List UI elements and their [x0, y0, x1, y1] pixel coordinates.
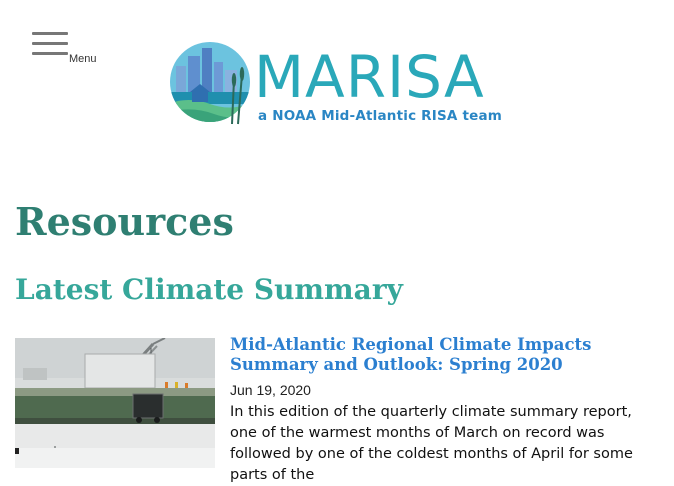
- summary-thumbnail[interactable]: [15, 338, 215, 468]
- hamburger-icon[interactable]: [32, 30, 68, 58]
- summary-date: Jun 19, 2020: [230, 382, 311, 398]
- menu-button[interactable]: Menu: [32, 30, 102, 70]
- summary-excerpt: In this edition of the quarterly climate…: [230, 404, 633, 483]
- logo-tagline: a NOAA Mid-Atlantic RISA team: [258, 108, 503, 124]
- bridge-photo: [15, 338, 215, 468]
- logo-emblem: [170, 42, 250, 125]
- logo-wordmark: MARISA: [254, 43, 485, 111]
- summary-title-link[interactable]: Mid-Atlantic Regional Climate Impacts Su…: [230, 335, 592, 374]
- page-title: Resources: [15, 199, 234, 244]
- menu-label[interactable]: Menu: [69, 53, 97, 65]
- section-title: Latest Climate Summary: [15, 273, 403, 306]
- marisa-logo[interactable]: MARISA a NOAA Mid-Atlantic RISA team: [168, 40, 508, 126]
